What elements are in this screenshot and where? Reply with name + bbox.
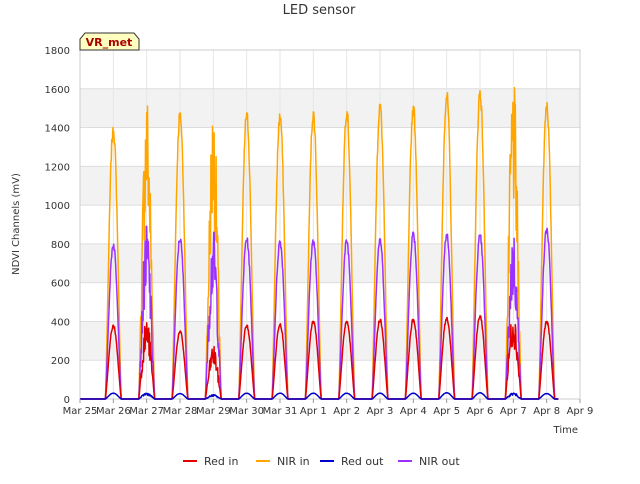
y-tick-label: 1200: [45, 162, 70, 173]
y-tick-label: 1800: [45, 46, 70, 57]
y-tick-label: 1000: [45, 201, 70, 212]
y-axis-label: NDVI Channels (mV): [11, 173, 22, 275]
x-tick-label: Apr 2: [333, 406, 360, 417]
x-tick-label: Mar 28: [163, 406, 198, 417]
annotation-label: VR_met: [86, 36, 133, 49]
plot-band: [80, 243, 580, 283]
x-tick-label: Mar 29: [196, 406, 231, 417]
series-line-red-out: [80, 392, 559, 400]
series-layer: [80, 87, 559, 400]
x-tick-label: Apr 8: [533, 406, 560, 417]
x-tick-label: Apr 5: [433, 406, 460, 417]
y-tick-label: 600: [51, 279, 70, 290]
plot-band: [80, 88, 580, 128]
y-tick-label: 1400: [45, 124, 70, 135]
x-tick-label: Mar 27: [129, 406, 164, 417]
y-tick-label: 800: [51, 240, 70, 251]
x-tick-label: Apr 3: [367, 406, 394, 417]
y-tick-labels: 0 200 400 600 800 1000 1200 1400 1600 1800: [45, 46, 70, 406]
legend: Red in NIR in Red out NIR out: [183, 455, 460, 468]
grid-lines: [79, 49, 581, 400]
legend-label: Red in: [204, 455, 238, 468]
x-tick-label: Mar 26: [96, 406, 131, 417]
y-tick-label: 200: [51, 356, 70, 367]
plot-band: [80, 321, 580, 361]
chart-title: LED sensor: [283, 3, 356, 18]
legend-label: NIR in: [277, 455, 310, 468]
y-tick-label: 400: [51, 317, 70, 328]
plot-band: [80, 166, 580, 206]
x-tick-label: Mar 25: [63, 406, 98, 417]
x-tick-label: Mar 30: [229, 406, 264, 417]
y-tick-label: 0: [64, 395, 70, 406]
plot-bands: [80, 50, 580, 399]
legend-label: NIR out: [419, 455, 460, 468]
x-tick-label: Apr 4: [400, 406, 427, 417]
x-tick-label: Mar 31: [263, 406, 298, 417]
x-axis-label: Time: [553, 425, 578, 436]
legend-label: Red out: [341, 455, 384, 468]
x-tick-label: Apr 7: [500, 406, 527, 417]
x-tick-label: Apr 1: [300, 406, 327, 417]
x-tick-label: Apr 9: [567, 406, 594, 417]
x-tick-label: Apr 6: [467, 406, 494, 417]
y-tick-label: 1600: [45, 85, 70, 96]
annotation-badge: VR_met: [79, 32, 140, 51]
